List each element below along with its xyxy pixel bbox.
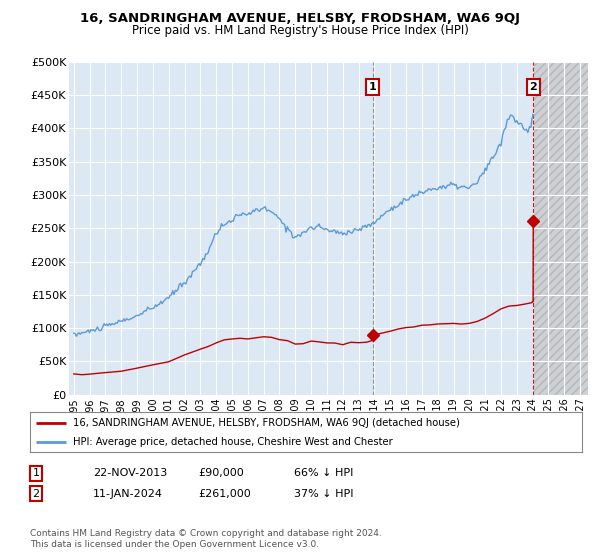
Text: 1: 1 xyxy=(369,82,377,92)
Text: 2: 2 xyxy=(529,82,537,92)
Bar xyxy=(533,62,588,395)
Text: Price paid vs. HM Land Registry's House Price Index (HPI): Price paid vs. HM Land Registry's House … xyxy=(131,24,469,37)
Text: 1: 1 xyxy=(32,468,40,478)
Text: £261,000: £261,000 xyxy=(198,489,251,499)
Text: 16, SANDRINGHAM AVENUE, HELSBY, FRODSHAM, WA6 9QJ (detached house): 16, SANDRINGHAM AVENUE, HELSBY, FRODSHAM… xyxy=(73,418,460,428)
Text: 22-NOV-2013: 22-NOV-2013 xyxy=(93,468,167,478)
Text: HPI: Average price, detached house, Cheshire West and Chester: HPI: Average price, detached house, Ches… xyxy=(73,437,393,446)
Text: 2: 2 xyxy=(32,489,40,499)
Text: 66% ↓ HPI: 66% ↓ HPI xyxy=(294,468,353,478)
Text: This data is licensed under the Open Government Licence v3.0.: This data is licensed under the Open Gov… xyxy=(30,540,319,549)
Text: Contains HM Land Registry data © Crown copyright and database right 2024.: Contains HM Land Registry data © Crown c… xyxy=(30,529,382,538)
Text: 16, SANDRINGHAM AVENUE, HELSBY, FRODSHAM, WA6 9QJ: 16, SANDRINGHAM AVENUE, HELSBY, FRODSHAM… xyxy=(80,12,520,25)
Text: 11-JAN-2024: 11-JAN-2024 xyxy=(93,489,163,499)
Text: £90,000: £90,000 xyxy=(198,468,244,478)
Text: 37% ↓ HPI: 37% ↓ HPI xyxy=(294,489,353,499)
